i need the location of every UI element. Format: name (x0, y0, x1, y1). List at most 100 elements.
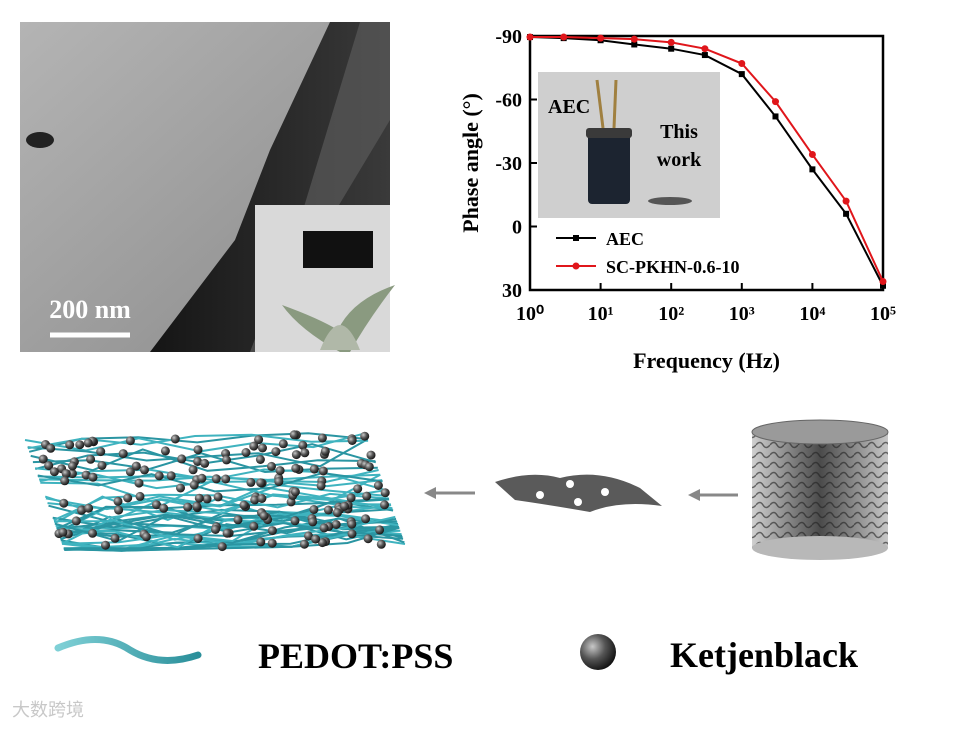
carbon-particle (135, 491, 145, 501)
carbon-particle (49, 467, 59, 477)
watermark: 大数跨境 (12, 700, 84, 721)
carbon-particle (141, 532, 151, 542)
x-tick-label: 10⁴ (799, 303, 825, 325)
annotation-box: This work (657, 121, 701, 171)
carbon-particle (278, 439, 288, 449)
inset-photo (538, 72, 720, 218)
carbon-particle (254, 435, 264, 445)
carbon-particle (110, 533, 120, 543)
x-tick-label: 10² (658, 303, 684, 325)
point (701, 45, 709, 53)
carbon-particle (364, 462, 374, 472)
point (597, 34, 605, 42)
carbon-particle (60, 476, 70, 486)
carbon-particle (113, 496, 123, 506)
carbon-particle (316, 481, 326, 491)
x-axis-label: Frequency (Hz) (633, 348, 780, 373)
carbon-particle (88, 528, 97, 538)
point (772, 113, 779, 120)
carbon-particle (211, 525, 220, 534)
point (843, 210, 850, 217)
carbon-particle (222, 528, 232, 538)
carbon-particle (289, 430, 299, 440)
carbon-particle (239, 500, 249, 510)
point (667, 38, 675, 46)
carbon-particle (362, 491, 372, 501)
carbon-particle (346, 493, 356, 503)
carbon-particle (221, 474, 231, 484)
x-tick-label: 10¹ (588, 303, 614, 325)
polymer-chain (56, 497, 389, 530)
sem-image: 200 nm (20, 22, 395, 352)
carbon-particle (134, 478, 144, 488)
carbon-particle (96, 447, 106, 457)
carbon-particle (183, 502, 193, 512)
legend-label: AEC (606, 229, 644, 249)
annotation: AEC (548, 96, 590, 118)
legend-marker (573, 235, 579, 241)
carbon-particle (46, 443, 56, 453)
carbon-particle (319, 523, 329, 533)
carbon-particle (193, 534, 203, 543)
carbon-particle (249, 521, 259, 531)
carbon-particle (160, 446, 170, 456)
x-tick-label: 10⁰ (516, 303, 544, 325)
carbon-particle (291, 463, 301, 473)
carbon-particle (140, 465, 149, 475)
carbon-particle (347, 436, 357, 445)
carbon-particle (188, 465, 198, 475)
carbon-particle (197, 473, 207, 483)
carbon-particle (291, 450, 301, 460)
carbon-particle (361, 514, 371, 524)
carbon-particle (256, 478, 266, 488)
carbon-particle (67, 469, 77, 479)
carbon-particle (256, 537, 266, 547)
carbon-particle (304, 531, 313, 541)
carbon-particle (59, 498, 69, 508)
carbon-particle (170, 434, 180, 444)
legend-marker (572, 262, 580, 270)
point (631, 41, 638, 48)
carbon-particle (97, 461, 107, 470)
carbon-particle (255, 455, 265, 464)
y-axis-label: Phase angle (°) (458, 93, 483, 233)
network-schematic (24, 430, 406, 552)
point (771, 98, 779, 106)
carbon-particle (211, 474, 221, 484)
point (808, 151, 816, 159)
carbon-particle (308, 517, 318, 527)
carbon-particle (192, 501, 202, 511)
carbon-particle (125, 467, 135, 477)
carbon-particle (71, 516, 81, 526)
y-tick-label: -60 (495, 90, 522, 112)
carbon-particle (323, 505, 333, 515)
carbon-particle (275, 466, 285, 476)
point (879, 278, 887, 286)
carbon-particle (267, 461, 276, 471)
carbon-particle (267, 538, 277, 548)
carbon-particle (258, 443, 267, 453)
carbon-particle (299, 539, 309, 549)
carbon-particle (154, 471, 164, 481)
y-tick-label: -30 (495, 153, 522, 175)
carbon-particle (233, 515, 243, 525)
carbon-particle (347, 519, 357, 529)
point (809, 166, 816, 173)
carbon-particle (246, 477, 256, 487)
point (842, 197, 850, 205)
x-tick-label: 10³ (729, 303, 755, 325)
carbon-particle (83, 438, 93, 448)
carbon-particle (347, 529, 357, 539)
carbon-particle (340, 501, 349, 511)
carbon-particle (84, 503, 94, 513)
carbon-particle (61, 469, 71, 479)
carbon-particle (131, 461, 141, 471)
polymer-chain (30, 448, 376, 472)
polymer-chain (27, 438, 369, 468)
carbon-particle (152, 500, 161, 510)
porous-cylinder (751, 419, 889, 560)
carbon-particle (177, 454, 187, 464)
carbon-particle (159, 503, 169, 513)
point (630, 35, 638, 43)
carbon-particle (202, 494, 212, 504)
